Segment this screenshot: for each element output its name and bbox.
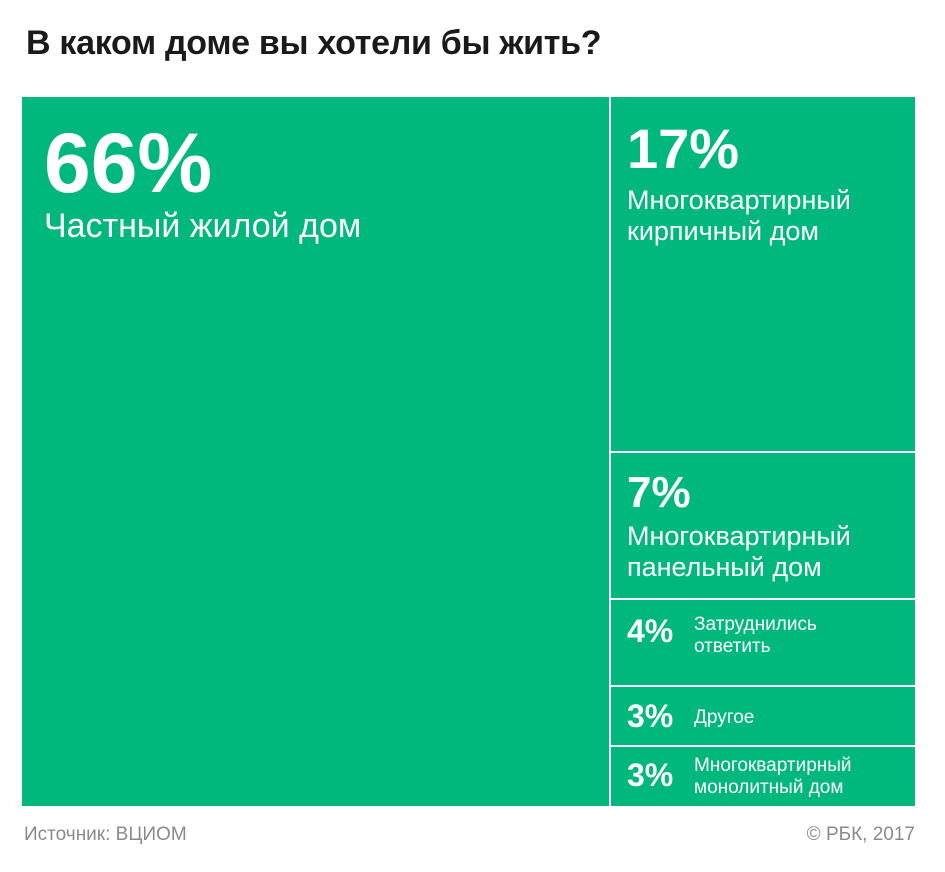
tile-value: 3% <box>627 698 674 734</box>
tile-value: 66% <box>44 116 213 210</box>
tile-label: Многоквартирный кирпичный дом <box>627 185 851 247</box>
tile-value: 4% <box>627 613 674 649</box>
tile-monolithic-apartment: 3% Многоквартирный монолитный дом <box>611 747 915 806</box>
source-note: Источник: ВЦИОМ <box>24 824 187 845</box>
tile-value: 17% <box>627 117 740 180</box>
tile-label: Другое <box>694 707 755 728</box>
copyright-note: © РБК, 2017 <box>806 824 915 845</box>
tile-label: Затруднились ответить <box>694 614 817 657</box>
tile-brick-apartment: 17% Многоквартирный кирпичный дом <box>611 97 915 451</box>
tile-value: 3% <box>627 757 674 793</box>
chart-title: В каком доме вы хотели бы жить? <box>26 24 602 62</box>
tile-value: 7% <box>627 468 691 517</box>
tile-private-house: 66% Частный жилой дом <box>22 97 609 806</box>
tile-hard-to-answer: 4% Затруднились ответить <box>611 600 915 685</box>
tile-label: Многоквартирный монолитный дом <box>694 755 852 798</box>
tile-label: Частный жилой дом <box>44 207 362 245</box>
tile-label: Многоквартирный панельный дом <box>627 521 851 583</box>
tile-panel-apartment: 7% Многоквартирный панельный дом <box>611 453 915 598</box>
tile-other: 3% Другое <box>611 687 915 745</box>
treemap: 66% Частный жилой дом 17% Многоквартирны… <box>22 97 915 806</box>
